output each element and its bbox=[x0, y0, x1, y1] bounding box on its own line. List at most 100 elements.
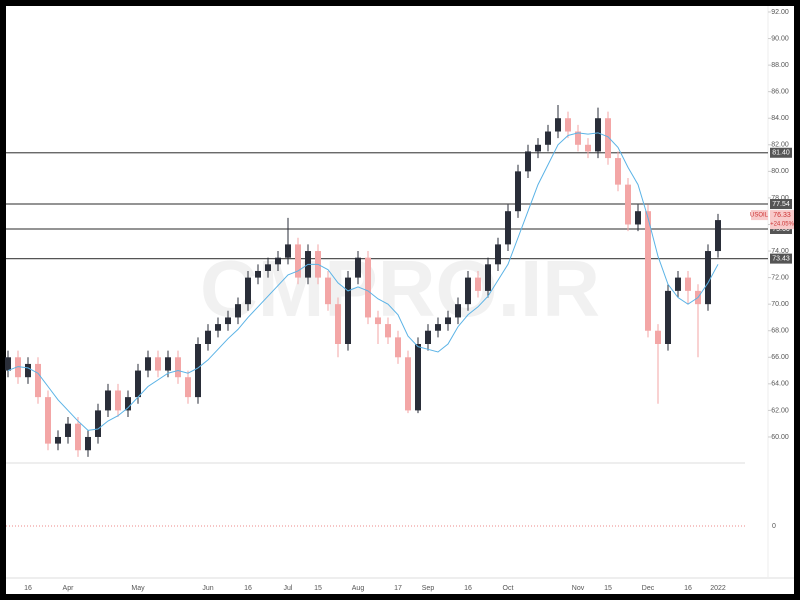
candle-body bbox=[705, 251, 711, 305]
y-tick-label: 80.00 bbox=[771, 168, 789, 175]
candle-body bbox=[515, 171, 521, 212]
candle-body bbox=[565, 118, 571, 132]
level-label: 73.43 bbox=[772, 255, 790, 262]
level-label-box bbox=[770, 147, 792, 158]
last-change: +24.05% bbox=[770, 222, 795, 228]
candle-body bbox=[275, 257, 281, 265]
x-tick-label: Jul bbox=[284, 585, 293, 592]
x-tick-label: Nov bbox=[572, 585, 585, 592]
y-tick-label: 68.00 bbox=[771, 328, 789, 335]
candle-body bbox=[135, 370, 141, 398]
candle-body bbox=[225, 317, 231, 325]
x-tick-label: May bbox=[131, 585, 145, 592]
background bbox=[6, 6, 794, 594]
x-tick-label: Oct bbox=[503, 585, 514, 592]
y-tick-label: 90.00 bbox=[771, 35, 789, 42]
candle-body bbox=[85, 436, 91, 451]
candle-body bbox=[295, 244, 301, 278]
x-tick-label: Jun bbox=[202, 585, 213, 592]
x-tick-label: 16 bbox=[684, 585, 692, 592]
candle-body bbox=[465, 277, 471, 305]
candle-body bbox=[555, 118, 561, 132]
candle-body bbox=[495, 244, 501, 265]
candle-body bbox=[545, 131, 551, 145]
x-tick-label: 15 bbox=[314, 585, 322, 592]
x-tick-label: Apr bbox=[63, 585, 75, 592]
candle-body bbox=[645, 211, 651, 331]
candle-body bbox=[475, 277, 481, 291]
symbol: USOIL bbox=[750, 213, 769, 219]
candle-body bbox=[625, 184, 631, 225]
candle-body bbox=[415, 344, 421, 411]
candle-body bbox=[405, 357, 411, 411]
y-tick-label: 72.00 bbox=[771, 274, 789, 281]
candle-body bbox=[15, 357, 21, 378]
candle-body bbox=[455, 304, 461, 318]
candle-body bbox=[605, 118, 611, 159]
candle-body bbox=[35, 363, 41, 398]
candle-body bbox=[435, 324, 441, 331]
level-label: 75.66 bbox=[772, 226, 790, 233]
candle-body bbox=[165, 357, 171, 371]
y-tick-label: 78.00 bbox=[771, 195, 789, 202]
x-tick-label: 16 bbox=[24, 585, 32, 592]
last-price-box bbox=[770, 210, 794, 230]
candle-body bbox=[145, 357, 151, 371]
candle-body bbox=[75, 423, 81, 451]
candle-body bbox=[115, 390, 121, 411]
candle-body bbox=[325, 277, 331, 305]
level-label: 77.54 bbox=[772, 201, 790, 208]
y-tick-label: 66.00 bbox=[771, 354, 789, 361]
candle-body bbox=[215, 324, 221, 331]
candle-body bbox=[535, 144, 541, 152]
candle-body bbox=[185, 377, 191, 398]
candle-body bbox=[615, 158, 621, 185]
candle-body bbox=[575, 131, 581, 145]
candle-body bbox=[5, 357, 11, 371]
level-label-box bbox=[770, 253, 792, 264]
candle-body bbox=[105, 390, 111, 411]
candle-body bbox=[485, 264, 491, 291]
candle-body bbox=[65, 423, 71, 437]
x-tick-label: 17 bbox=[394, 585, 402, 592]
x-tick-label: 15 bbox=[604, 585, 612, 592]
candle-body bbox=[355, 257, 361, 278]
candle-body bbox=[345, 277, 351, 345]
level-label-box bbox=[770, 199, 792, 210]
candle-body bbox=[395, 337, 401, 358]
y-tick-label: 92.00 bbox=[771, 9, 789, 16]
candle-body bbox=[365, 257, 371, 318]
candle-body bbox=[95, 410, 101, 437]
candle-body bbox=[635, 211, 641, 225]
x-tick-label: 16 bbox=[464, 585, 472, 592]
y-tick-label: 82.00 bbox=[771, 142, 789, 149]
y-tick-label: 62.00 bbox=[771, 407, 789, 414]
candle-body bbox=[155, 357, 161, 371]
candle-body bbox=[665, 290, 671, 345]
y-tick-label: 84.00 bbox=[771, 115, 789, 122]
x-tick-label: Aug bbox=[352, 585, 365, 592]
x-tick-label: 16 bbox=[244, 585, 252, 592]
candle-body bbox=[425, 330, 431, 345]
candle-body bbox=[125, 397, 131, 411]
candle-body bbox=[45, 397, 51, 444]
candle-body bbox=[255, 270, 261, 278]
candle-body bbox=[175, 357, 181, 378]
y-tick-label: 70.00 bbox=[771, 301, 789, 308]
lower-tick-label: 0 bbox=[772, 523, 776, 530]
candle-body bbox=[285, 244, 291, 258]
y-tick-label: 86.00 bbox=[771, 89, 789, 96]
candle-body bbox=[195, 344, 201, 398]
candle-body bbox=[445, 317, 451, 325]
candle-body bbox=[375, 317, 381, 325]
candle-body bbox=[685, 277, 691, 291]
level-label: 81.40 bbox=[772, 150, 790, 157]
candle-body bbox=[675, 277, 681, 291]
candle-body bbox=[265, 264, 271, 271]
candle-body bbox=[25, 363, 31, 378]
candle-body bbox=[595, 118, 601, 152]
candle-body bbox=[335, 304, 341, 345]
candle-body bbox=[245, 277, 251, 305]
x-tick-label: 2022 bbox=[710, 585, 726, 592]
